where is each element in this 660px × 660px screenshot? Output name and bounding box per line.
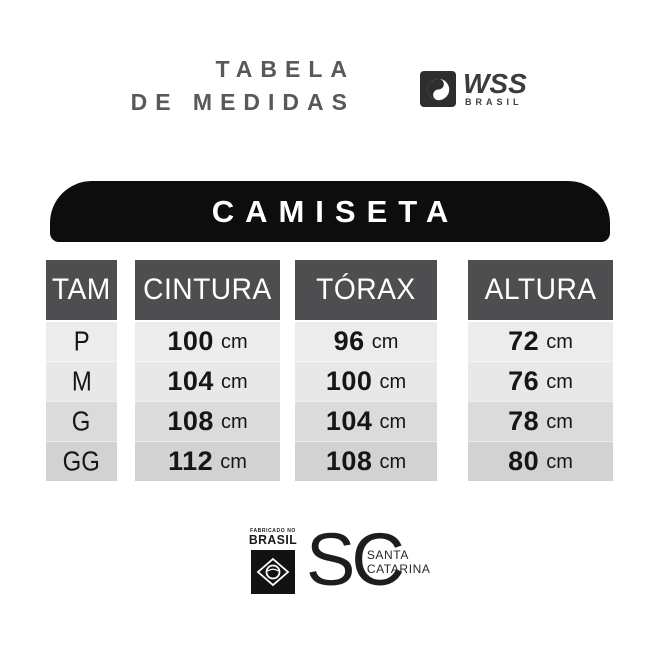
size-label: M — [71, 365, 92, 397]
brand-subtitle: BRASIL — [465, 97, 523, 107]
size-row-p-label-cell: P — [46, 322, 117, 361]
cintura-value-g: 108 cm — [135, 401, 280, 441]
measure-unit: cm — [546, 451, 573, 473]
size-row-m-label-cell: M — [46, 361, 117, 401]
altura-value-m: 76 cm — [468, 361, 613, 401]
column-altura: ALTURA 72 cm 76 cm 78 cm 80 cm — [468, 260, 613, 481]
measure-value: 108 — [167, 406, 214, 436]
page-title-line1: TABELA — [215, 56, 355, 82]
cintura-value-m: 104 cm — [135, 361, 280, 401]
product-banner: CAMISETA — [50, 181, 610, 242]
size-label: G — [72, 405, 91, 437]
column-tam: TAM P M G GG — [46, 260, 117, 481]
torax-value-g: 104 cm — [295, 401, 437, 441]
measure-unit: cm — [371, 331, 399, 353]
sc-text-line2: CATARINA — [366, 562, 431, 576]
altura-value-gg: 80 cm — [468, 441, 613, 481]
column-header-tam-label: TAM — [52, 273, 111, 306]
measure-unit: cm — [546, 411, 573, 433]
measure-unit: cm — [220, 411, 248, 433]
measure-value: 80 — [508, 446, 540, 476]
page-title-line2: DE MEDIDAS — [130, 89, 355, 115]
sc-text-line1: SANTA — [366, 548, 409, 562]
measure-value: 112 — [168, 446, 214, 476]
column-header-altura: ALTURA — [468, 260, 613, 320]
made-in-brasil-badge: FABRICADO NO BRASIL — [247, 528, 299, 594]
measure-value: 104 — [167, 366, 214, 396]
altura-value-g: 78 cm — [468, 401, 613, 441]
measure-unit: cm — [546, 331, 573, 353]
torax-value-gg: 108 cm — [295, 441, 437, 481]
altura-value-p: 72 cm — [468, 322, 613, 361]
brand-logo: WSS BRASIL — [420, 68, 527, 107]
cintura-value-p: 100 cm — [135, 322, 280, 361]
size-label: GG — [62, 445, 101, 477]
page-title: TABELA DE MEDIDAS — [100, 53, 355, 119]
measure-unit: cm — [220, 451, 247, 473]
measure-unit: cm — [379, 451, 407, 473]
measure-unit: cm — [379, 411, 407, 433]
product-banner-label: CAMISETA — [211, 193, 460, 229]
measure-value: 72 — [508, 326, 540, 356]
measure-unit: cm — [379, 371, 407, 393]
brand-name: WSS — [463, 68, 527, 99]
cintura-value-gg: 112 cm — [135, 441, 280, 481]
torax-value-m: 100 cm — [295, 361, 437, 401]
column-header-altura-label: ALTURA — [484, 273, 597, 306]
column-header-cintura-label: CINTURA — [143, 273, 272, 306]
sc-santa-catarina-logo: SC SANTA CATARINA — [306, 520, 431, 600]
column-cintura: CINTURA 100 cm 104 cm 108 cm 112 cm — [135, 260, 280, 481]
column-header-cintura: CINTURA — [135, 260, 280, 320]
size-row-gg-label-cell: GG — [46, 441, 117, 481]
column-torax: TÓRAX 96 cm 100 cm 104 cm 108 cm — [295, 260, 437, 481]
made-in-line2: BRASIL — [248, 532, 298, 547]
column-header-tam: TAM — [46, 260, 117, 320]
torax-value-p: 96 cm — [295, 322, 437, 361]
measure-value: 104 — [325, 406, 373, 436]
measure-value: 100 — [325, 366, 373, 396]
size-label: P — [73, 325, 90, 357]
sc-initials: SC — [306, 518, 405, 601]
brazil-flag-icon — [251, 550, 295, 594]
size-row-g-label-cell: G — [46, 401, 117, 441]
measure-unit: cm — [220, 371, 248, 393]
measure-value: 108 — [325, 446, 373, 476]
measure-value: 100 — [167, 326, 214, 356]
measure-unit: cm — [546, 371, 573, 393]
measure-unit: cm — [220, 331, 248, 353]
wave-icon — [420, 71, 456, 107]
column-header-torax: TÓRAX — [295, 260, 437, 320]
measure-value: 96 — [333, 326, 365, 356]
column-header-torax-label: TÓRAX — [316, 273, 416, 306]
measure-value: 76 — [508, 366, 540, 396]
made-in-line1: FABRICADO NO — [250, 528, 296, 534]
measure-value: 78 — [508, 406, 540, 436]
